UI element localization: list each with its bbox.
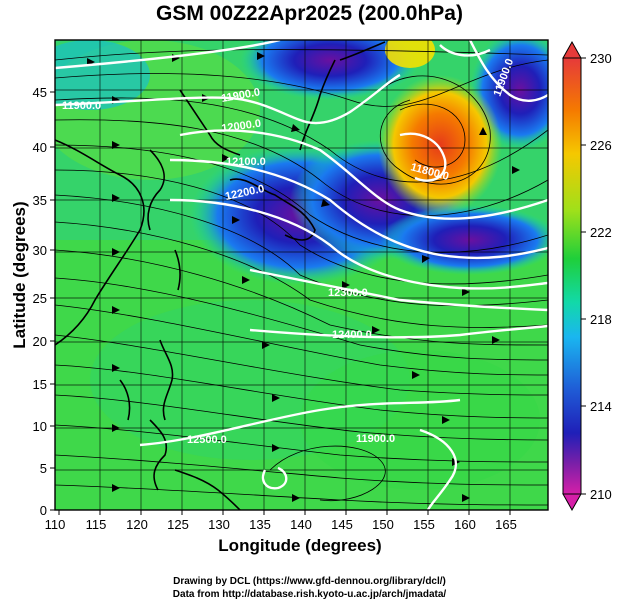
- colorbar-label: 214: [590, 399, 612, 414]
- colorbar-label: 230: [590, 51, 612, 66]
- x-tick-label: 160: [454, 517, 476, 532]
- y-tick-label: 45: [33, 85, 47, 100]
- contour-label: 12300.0: [328, 287, 368, 299]
- contour-label: 12400.0: [332, 329, 372, 341]
- x-tick-label: 130: [208, 517, 230, 532]
- plot-frame: [54, 39, 549, 511]
- x-tick-label: 135: [249, 517, 271, 532]
- y-tick-label: 20: [33, 334, 47, 349]
- x-tick-label: 110: [45, 517, 66, 532]
- wind-arrows: [87, 52, 520, 502]
- y-tick-label: 30: [33, 243, 47, 258]
- x-tick-label: 115: [86, 517, 107, 532]
- y-tick-label: 35: [33, 193, 47, 208]
- contour-label: 12100.0: [226, 156, 266, 168]
- y-tick-label: 5: [40, 461, 47, 476]
- y-tick-label: 25: [33, 291, 47, 306]
- x-tick-labels: 110 115 120 125 130 135 140 145 150 155 …: [45, 517, 517, 532]
- x-tick-label: 165: [495, 517, 517, 532]
- contour-label: 12500.0: [187, 434, 227, 446]
- height-contours: [55, 40, 548, 510]
- y-tick-label: 15: [33, 377, 47, 392]
- credit-drawing: Drawing by DCL (https://www.gfd-dennou.o…: [173, 576, 446, 587]
- x-tick-label: 140: [290, 517, 312, 532]
- y-tick-label: 40: [33, 140, 47, 155]
- x-tick-label: 120: [126, 517, 148, 532]
- colorbar-label: 210: [590, 487, 612, 502]
- colorbar-scale: [562, 57, 582, 495]
- x-axis-label: Longitude (degrees): [218, 536, 382, 555]
- contour-label: 11900.0: [62, 100, 101, 112]
- contour-label: 12000.0: [221, 118, 262, 135]
- y-tick-labels: 0 5 10 15 20 25 30 35 40 45: [33, 85, 47, 518]
- colorbar-label: 222: [590, 225, 612, 240]
- credit-data: Data from http://database.rish.kyoto-u.a…: [172, 589, 447, 600]
- map-title: GSM 00Z22Apr2025 (200.0hPa): [156, 2, 463, 25]
- gridlines: [55, 40, 548, 510]
- axis-ticks: [50, 91, 511, 515]
- y-tick-label: 0: [40, 503, 47, 518]
- x-tick-label: 155: [413, 517, 435, 532]
- x-tick-label: 150: [372, 517, 394, 532]
- x-tick-label: 145: [331, 517, 353, 532]
- x-tick-label: 125: [167, 517, 189, 532]
- colorbar-label: 218: [590, 312, 612, 327]
- coastlines: [55, 41, 386, 510]
- colorbar-min-arrow: [562, 493, 582, 512]
- colorbar-max-arrow: [562, 40, 582, 59]
- y-tick-label: 10: [33, 419, 47, 434]
- wind-streamlines: [55, 49, 548, 506]
- colorbar: 230 226 222 218 214 210: [562, 40, 612, 512]
- colorbar-label: 226: [590, 138, 612, 153]
- temperature-field: [55, 40, 548, 510]
- contour-label: 11900.0: [356, 433, 395, 445]
